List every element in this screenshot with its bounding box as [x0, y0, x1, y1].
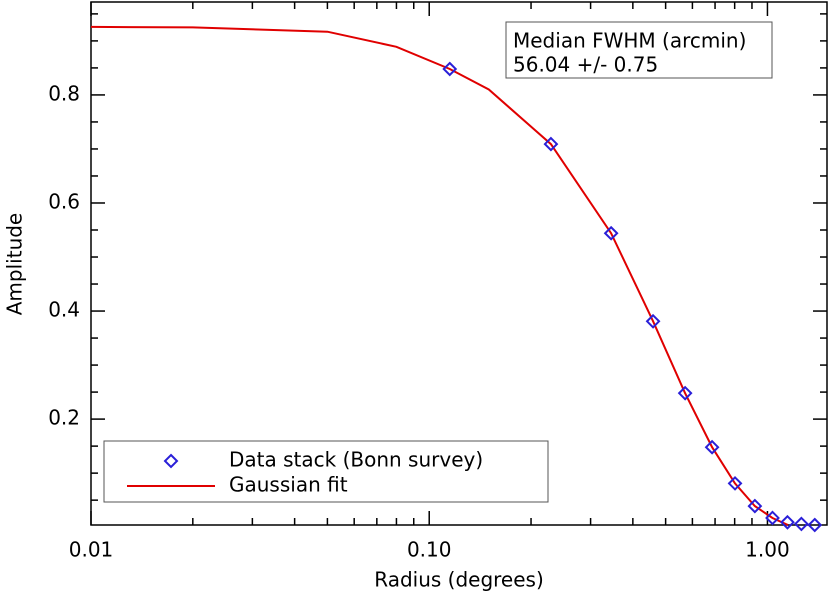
- legend-label: Data stack (Bonn survey): [229, 448, 483, 472]
- plot-frame: [90, 1, 828, 526]
- y-tick-label: 0.8: [48, 81, 80, 105]
- data-point: [543, 136, 559, 152]
- data-point: [442, 61, 458, 77]
- x-tick-label: 0.10: [407, 538, 452, 562]
- data-point: [704, 439, 720, 455]
- y-axis-label: Amplitude: [3, 213, 27, 316]
- data-point: [780, 514, 795, 530]
- data-point: [727, 475, 743, 491]
- legend-label: Gaussian fit: [229, 473, 348, 497]
- legend-swatch: [163, 453, 179, 469]
- data-point: [645, 313, 661, 329]
- x-tick-label: 0.01: [69, 538, 114, 562]
- legend-box: [103, 440, 549, 503]
- x-axis-label: Radius (degrees): [374, 568, 544, 592]
- annotation-line: 56.04 +/- 0.75: [513, 53, 658, 77]
- data-point: [747, 498, 763, 514]
- data-point: [807, 517, 823, 533]
- fit-line: [90, 25, 789, 526]
- y-tick-label: 0.6: [48, 189, 80, 213]
- data-point: [765, 510, 780, 526]
- data-point: [603, 225, 619, 241]
- x-tick-label: 1.00: [745, 538, 790, 562]
- annotation-box: [505, 21, 773, 79]
- y-tick-label: 0.2: [48, 406, 80, 430]
- data-point: [793, 516, 809, 532]
- annotation-line: Median FWHM (arcmin): [513, 29, 746, 53]
- data-point: [677, 385, 693, 401]
- y-tick-label: 0.4: [48, 298, 80, 322]
